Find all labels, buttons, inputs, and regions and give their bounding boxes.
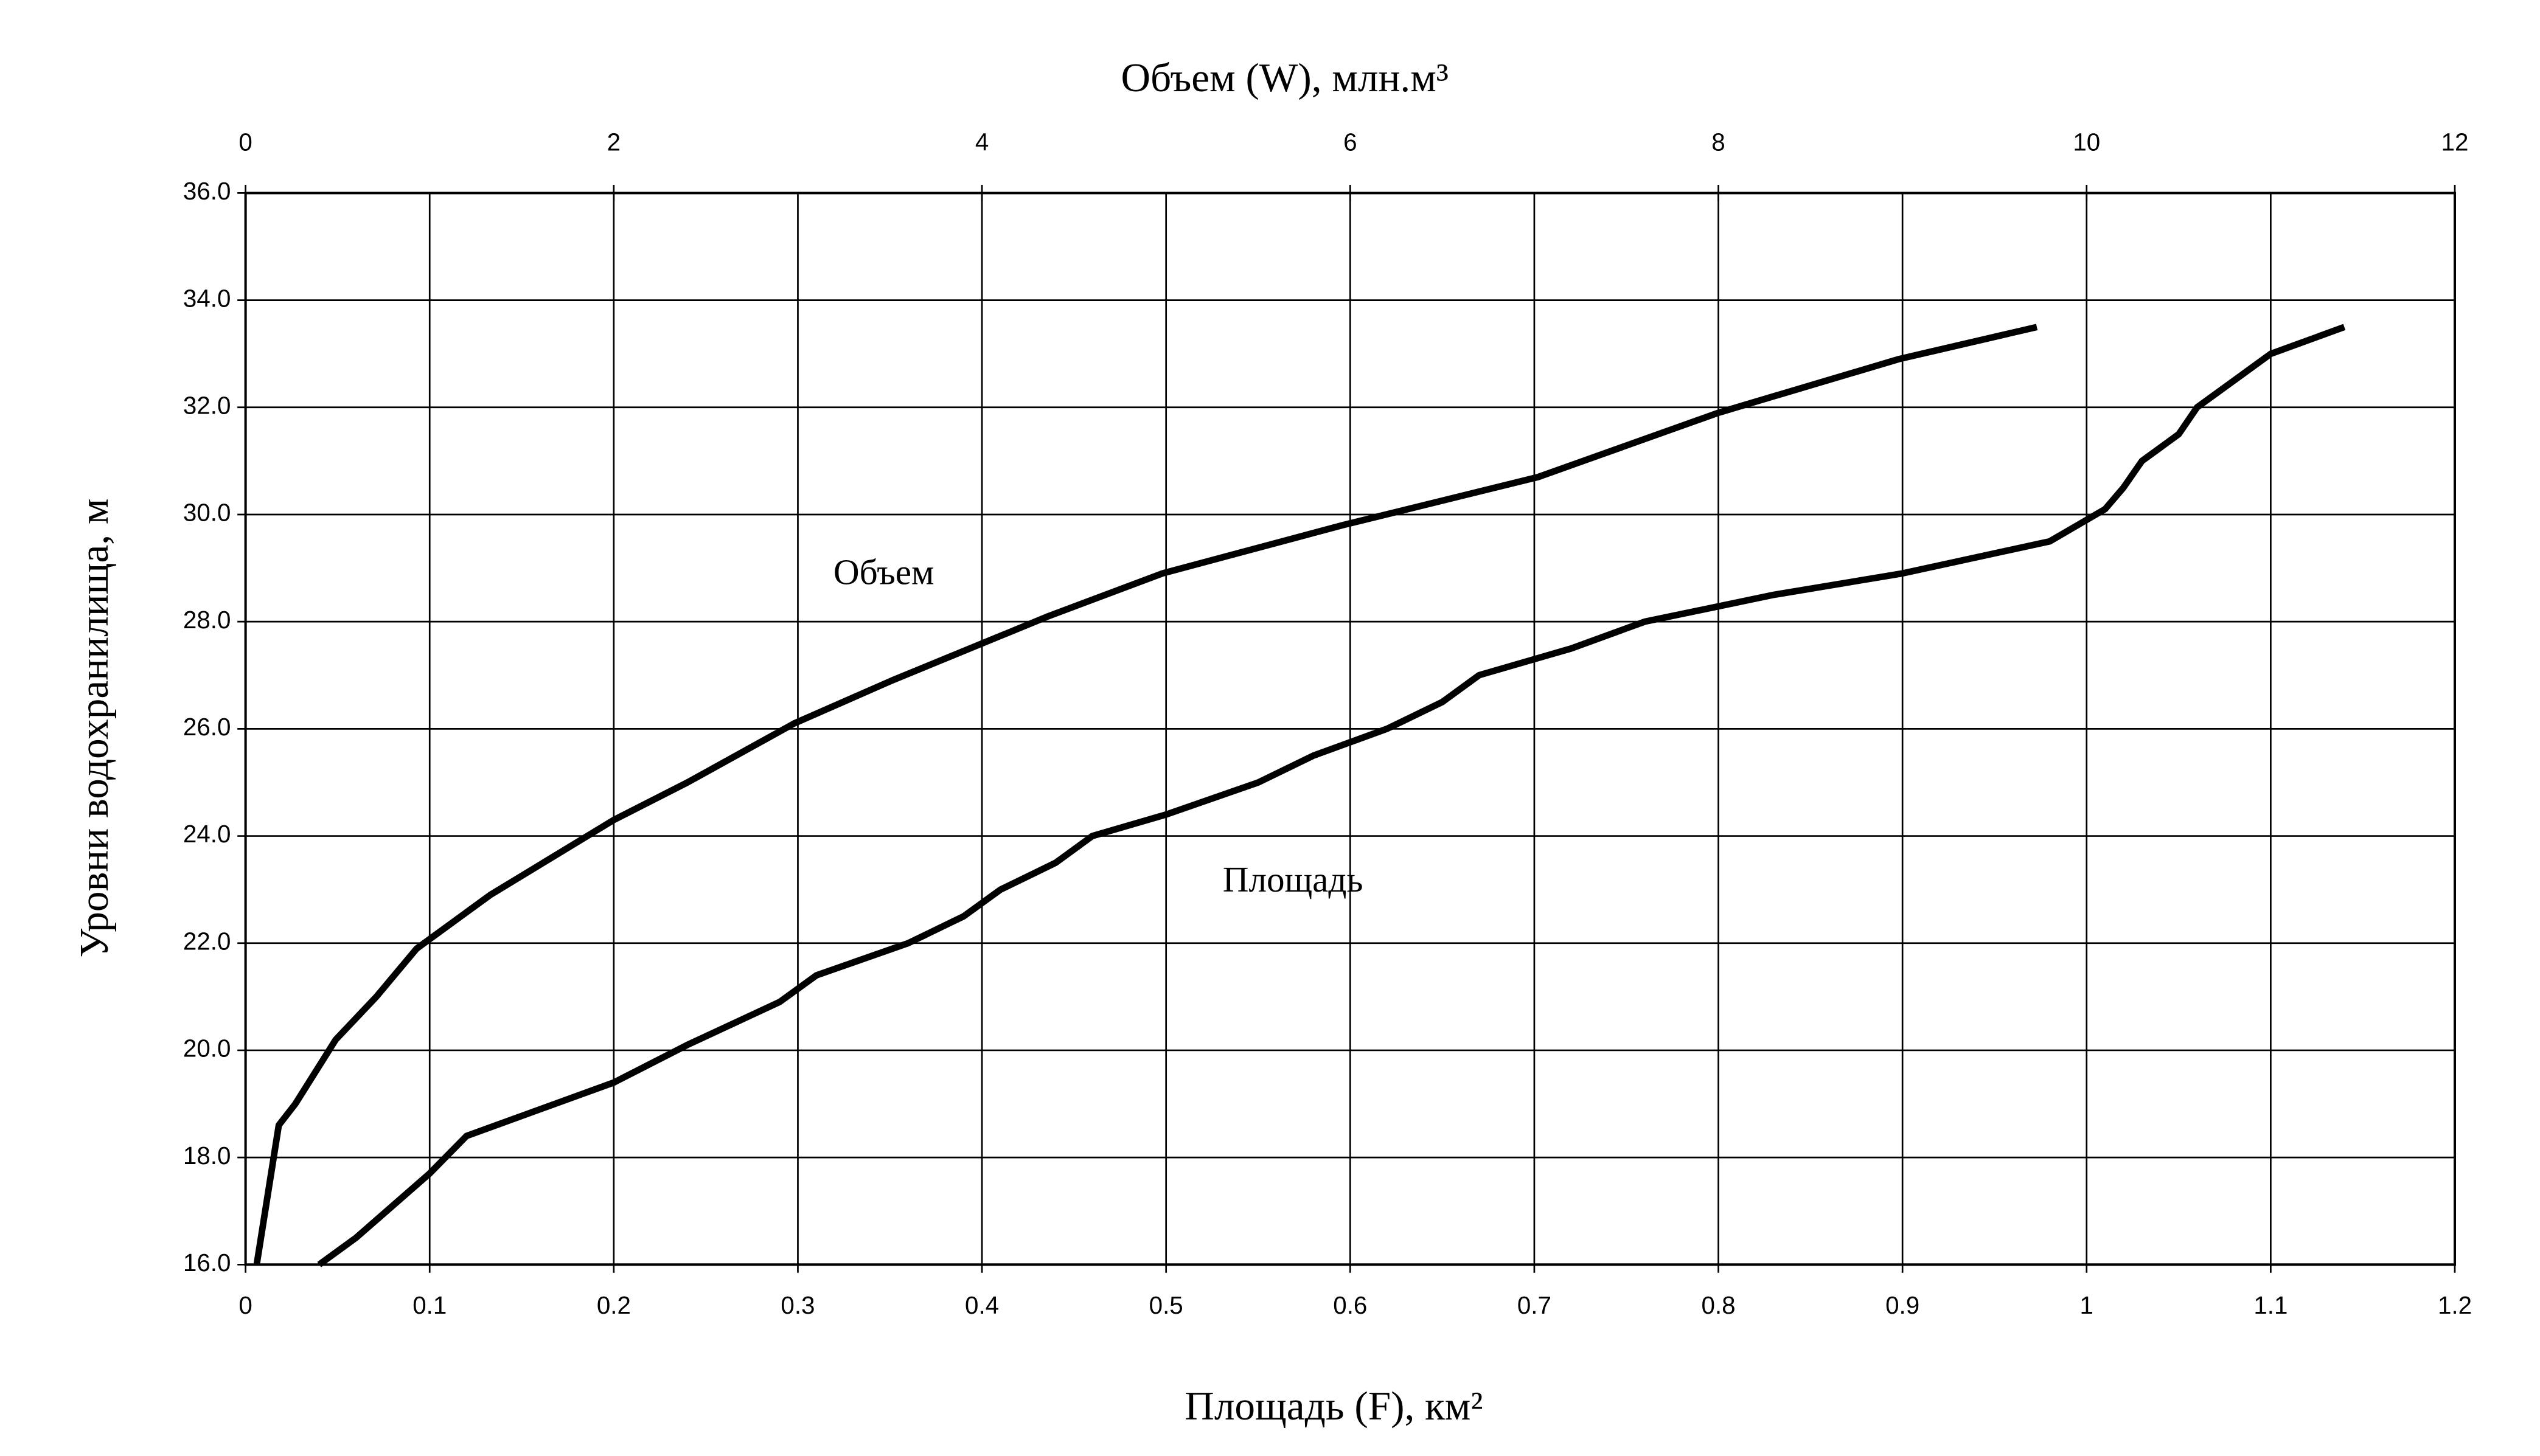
x-tick-label: 0.3 [781, 1291, 815, 1319]
x-tick-label: 0.1 [412, 1291, 447, 1319]
x-tick-label: 0.9 [1885, 1291, 1919, 1319]
y-tick-label: 32.0 [183, 391, 231, 419]
y-tick-label: 24.0 [183, 820, 231, 848]
line [253, 324, 2038, 1266]
y-tick-label: 16.0 [183, 1249, 231, 1277]
x-tick-label: 0.7 [1517, 1291, 1551, 1319]
x-tick-label: 1.2 [2438, 1291, 2472, 1319]
x-tick-label: 1.1 [2253, 1291, 2288, 1319]
y-tick-label: 26.0 [183, 713, 231, 741]
y-tick-label: 18.0 [183, 1142, 231, 1170]
x2-tick-label: 12 [2441, 128, 2469, 156]
x2-tick-label: 0 [238, 128, 252, 156]
x2-tick-label: 6 [1343, 128, 1357, 156]
y-tick-label: 36.0 [183, 177, 231, 205]
x-tick-label: 0.4 [965, 1291, 999, 1319]
line [317, 324, 2346, 1267]
y-tick-label: 22.0 [183, 927, 231, 955]
x-tick-label: 0.2 [597, 1291, 631, 1319]
x2-tick-label: 2 [607, 128, 621, 156]
plot-frame [244, 192, 2456, 1266]
y-tick-label: 30.0 [183, 499, 231, 527]
x-axis-label: Площадь (F), км² [1185, 1383, 1483, 1429]
x2-axis-label: Объем (W), млн.м³ [1121, 55, 1449, 100]
x-tick-label: 0 [238, 1291, 252, 1319]
x-tick-label: 0.6 [1333, 1291, 1367, 1319]
x2-tick-label: 4 [975, 128, 989, 156]
series-label: Площадь [1223, 859, 1363, 900]
y-tick-label: 28.0 [183, 606, 231, 634]
y-tick-label: 34.0 [183, 284, 231, 312]
x2-tick-label: 10 [2073, 128, 2100, 156]
y-axis-label: Уровни водохранилища, м [71, 499, 117, 958]
y-tick-label: 20.0 [183, 1035, 231, 1063]
x-tick-label: 1 [2080, 1291, 2093, 1319]
series-label: Объем [833, 552, 934, 592]
x-tick-label: 0.8 [1701, 1291, 1735, 1319]
x2-tick-label: 8 [1711, 128, 1725, 156]
x-tick-label: 0.5 [1149, 1291, 1183, 1319]
